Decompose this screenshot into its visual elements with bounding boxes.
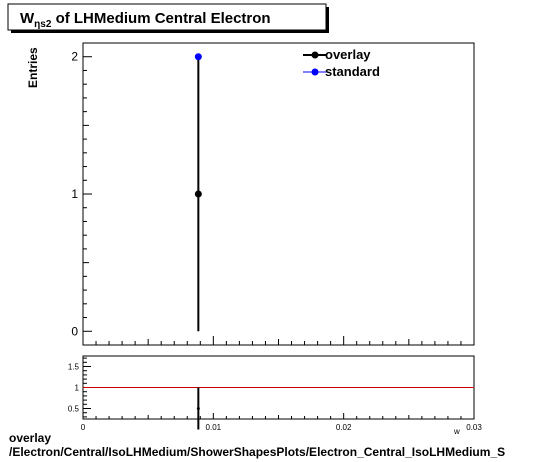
ratio-y-tick-label: 1.5	[68, 363, 80, 372]
legend: overlay standard	[303, 47, 380, 79]
ratio-axis-ticks	[82, 357, 475, 419]
svg-text:Wηs2 of LHMedium Central Elec: Wηs2 of LHMedium Central Electron	[20, 10, 271, 30]
main-plot-frame	[82, 42, 475, 346]
main-y-tick-label: 0	[71, 324, 78, 338]
footer-line1: overlay	[9, 431, 51, 445]
legend-overlay-label: overlay	[325, 47, 371, 62]
ratio-x-tick-label: 0.02	[336, 423, 352, 432]
title-box: Wηs2 of LHMedium Central Electron	[7, 3, 329, 33]
ratio-y-tick-labels: 0.5 1 1.5	[68, 363, 80, 414]
main-y-tick-label: 1	[71, 187, 78, 201]
title-main: W	[20, 10, 35, 27]
ratio-data-marks	[83, 387, 474, 430]
main-y-tick-label: 2	[71, 50, 78, 64]
series-standard-point	[194, 53, 202, 61]
ratio-y-tick-label: 1	[75, 384, 80, 393]
y-axis-title: Entries	[26, 47, 40, 88]
legend-standard-label: standard	[325, 64, 380, 79]
ratio-x-tick-labels: 0 0.01 0.02 0.03	[81, 423, 483, 432]
main-axis-ticks	[82, 56, 475, 345]
ratio-point	[196, 407, 200, 410]
ratio-x-tick-label: 0.01	[206, 423, 222, 432]
main-data-marks	[194, 53, 202, 332]
legend-overlay-marker	[311, 51, 319, 59]
footer-line2: /Electron/Central/IsoLHMedium/ShowerShap…	[9, 445, 505, 459]
series-overlay-point	[194, 190, 202, 198]
title-rest: of LHMedium Central Electron	[51, 10, 270, 27]
legend-standard-marker	[311, 68, 319, 76]
ratio-y-tick-label: 0.5	[68, 405, 80, 414]
title-subscript: ηs2	[34, 19, 52, 30]
ratio-x-tick-label: 0.03	[466, 423, 482, 432]
ratio-x-tick-label: 0	[81, 423, 86, 432]
main-y-tick-labels: 0 1 2	[71, 50, 78, 339]
x-axis-title: w	[453, 427, 460, 436]
